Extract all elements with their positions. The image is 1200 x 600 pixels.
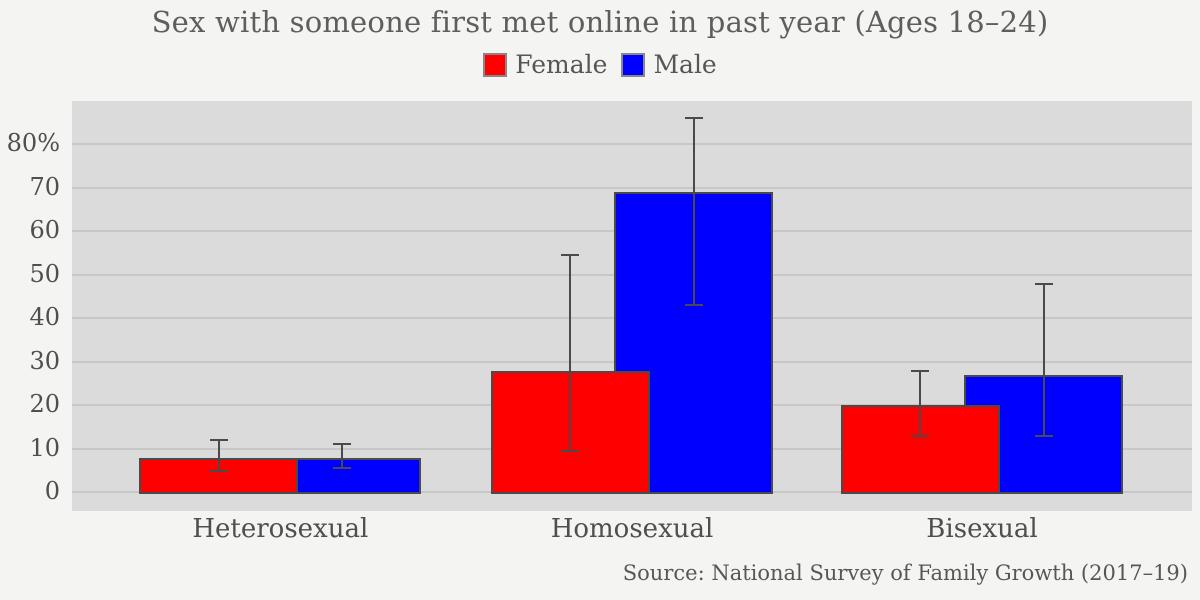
x-label-homosexual: Homosexual [550, 514, 714, 544]
error-bar-male-homosexual [692, 118, 695, 306]
gridline-70 [72, 186, 1192, 189]
error-bar-male-homosexual-cap-top [684, 117, 703, 120]
source-note: Source: National Survey of Family Growth… [622, 561, 1188, 585]
error-bar-female-homosexual-cap-bottom [561, 450, 580, 452]
error-bar-male-bisexual [1042, 283, 1045, 436]
error-bar-male-bisexual-cap-top [1034, 282, 1053, 285]
x-label-bisexual: Bisexual [926, 514, 1038, 544]
y-tick-label-60: 60 [29, 216, 60, 245]
legend: Female Male [0, 50, 1200, 79]
error-bar-male-homosexual-cap-bottom [684, 304, 703, 307]
y-tick-label-30: 30 [29, 346, 60, 375]
error-bar-female-homosexual [569, 255, 572, 451]
legend-item-female: Female [483, 50, 607, 79]
y-tick-label-0: 0 [44, 477, 60, 506]
error-bar-female-homosexual-cap-top [561, 254, 580, 257]
y-tick-label-20: 20 [29, 390, 60, 419]
legend-label-male: Male [653, 50, 717, 79]
legend-item-male: Male [621, 50, 717, 79]
legend-label-female: Female [515, 50, 608, 79]
y-tick-label-50: 50 [29, 259, 60, 288]
y-tick-label-10: 10 [29, 433, 60, 462]
plot-area [72, 101, 1192, 511]
error-bar-male-heterosexual-cap-top [333, 443, 352, 446]
error-bar-male-heterosexual [341, 444, 344, 469]
error-bar-male-heterosexual-cap-bottom [333, 467, 352, 470]
error-bar-female-bisexual-cap-bottom [911, 434, 930, 437]
error-bar-female-heterosexual-cap-top [209, 439, 228, 442]
error-bar-female-heterosexual [217, 440, 220, 471]
y-tick-label-40: 40 [29, 303, 60, 332]
y-tick-label-80: 80% [6, 129, 60, 158]
chart-title: Sex with someone first met online in pas… [151, 5, 1049, 39]
error-bar-female-bisexual-cap-top [911, 369, 930, 372]
gridline-80 [72, 143, 1192, 146]
x-label-heterosexual: Heterosexual [192, 514, 369, 544]
error-bar-male-bisexual-cap-bottom [1034, 434, 1053, 437]
y-tick-label-70: 70 [29, 172, 60, 201]
error-bar-female-heterosexual-cap-bottom [209, 469, 228, 472]
y-axis-tick-labels: 0 10 20 30 40 50 60 70 80% [0, 101, 64, 511]
x-axis-labels: Heterosexual Homosexual Bisexual [72, 514, 1192, 550]
error-bar-female-bisexual [919, 370, 922, 436]
legend-swatch-female [483, 52, 508, 77]
legend-swatch-male [621, 52, 646, 77]
